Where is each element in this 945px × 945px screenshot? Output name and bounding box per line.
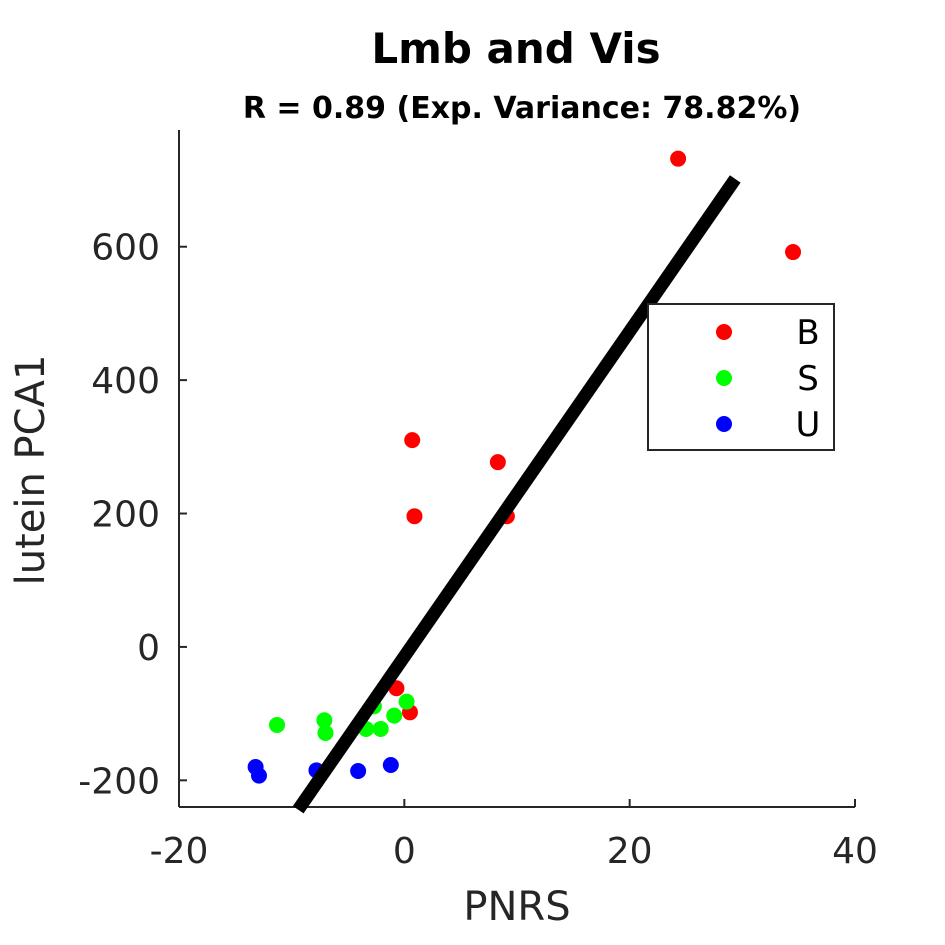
data-point-s [269, 716, 286, 733]
y-tick-label: 0 [137, 628, 160, 669]
data-point-b [489, 454, 506, 471]
legend-marker-b [716, 324, 732, 340]
data-point-u [382, 756, 399, 773]
data-point-s [372, 720, 389, 737]
x-tick-label: 20 [607, 831, 653, 872]
legend: BSU [647, 303, 835, 451]
y-tick-label: 600 [91, 228, 160, 269]
y-axis-label: lutein PCA1 [8, 355, 54, 586]
data-point-s [398, 693, 415, 710]
data-point-u [350, 762, 367, 779]
fit-line-group [292, 175, 741, 814]
chart-title: Lmb and Vis [371, 24, 660, 73]
data-point-u [250, 767, 267, 784]
fit-line [292, 175, 741, 814]
legend-marker-s [716, 370, 732, 386]
legend-label-s: S [797, 359, 819, 399]
data-point-b [404, 432, 421, 449]
legend-marker-u [716, 416, 732, 432]
data-point-s [316, 712, 333, 729]
x-tick-label: -20 [150, 831, 209, 872]
y-tick-label: 400 [91, 361, 160, 402]
data-point-s [317, 724, 334, 741]
data-point-s [386, 707, 403, 724]
y-tick-label: 200 [91, 495, 160, 536]
x-axis-label: PNRS [463, 884, 570, 930]
y-tick-label: -200 [78, 761, 160, 802]
legend-items: BSU [716, 313, 820, 445]
x-tick-label: 40 [832, 831, 878, 872]
data-point-b [406, 508, 423, 525]
data-points [247, 150, 802, 784]
legend-label-u: U [796, 405, 821, 445]
chart-subtitle: R = 0.89 (Exp. Variance: 78.82%) [243, 91, 801, 126]
legend-box [647, 303, 835, 451]
data-point-b [785, 244, 802, 261]
legend-label-b: B [796, 313, 819, 353]
x-tick-label: 0 [393, 831, 416, 872]
data-point-b [670, 150, 687, 167]
